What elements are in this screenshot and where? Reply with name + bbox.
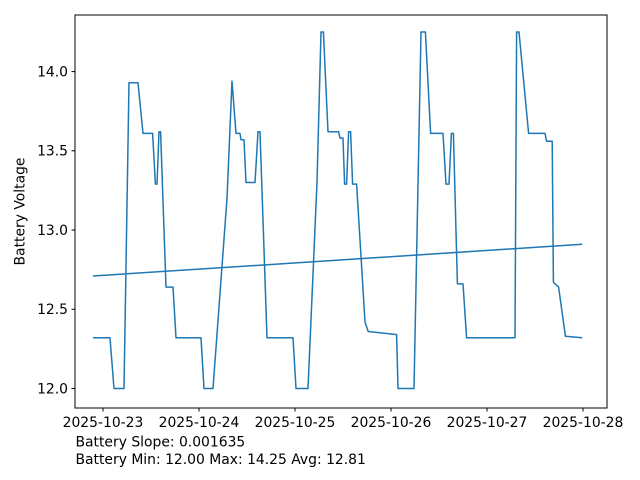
y-axis: 12.0 12.5 13.0 13.5 14.0 (37, 64, 75, 397)
y-axis-label: Battery Voltage (13, 158, 29, 266)
x-tick-label: 2025-10-27 (447, 415, 528, 431)
y-tick-label: 12.0 (37, 381, 68, 397)
plot-border (74, 14, 608, 409)
battery-trend-line (92, 243, 583, 277)
y-tick-label: 14.0 (37, 64, 68, 80)
x-tick-label: 2025-10-28 (543, 415, 624, 431)
battery-voltage-line (93, 31, 583, 390)
y-tick-label: 12.5 (37, 302, 68, 318)
y-tick-label: 13.5 (37, 144, 68, 160)
x-tick-label: 2025-10-23 (63, 415, 144, 431)
x-tick-label: 2025-10-26 (351, 415, 432, 431)
y-tick-label: 13.0 (37, 223, 68, 239)
x-tick-label: 2025-10-25 (255, 415, 336, 431)
stats-annotation: Battery Min: 12.00 Max: 14.25 Avg: 12.81 (76, 452, 366, 468)
x-axis: 2025-10-23 2025-10-24 2025-10-25 2025-10-26… (63, 408, 624, 431)
slope-annotation: Battery Slope: 0.001635 (76, 435, 246, 451)
x-tick-label: 2025-10-24 (159, 415, 240, 431)
